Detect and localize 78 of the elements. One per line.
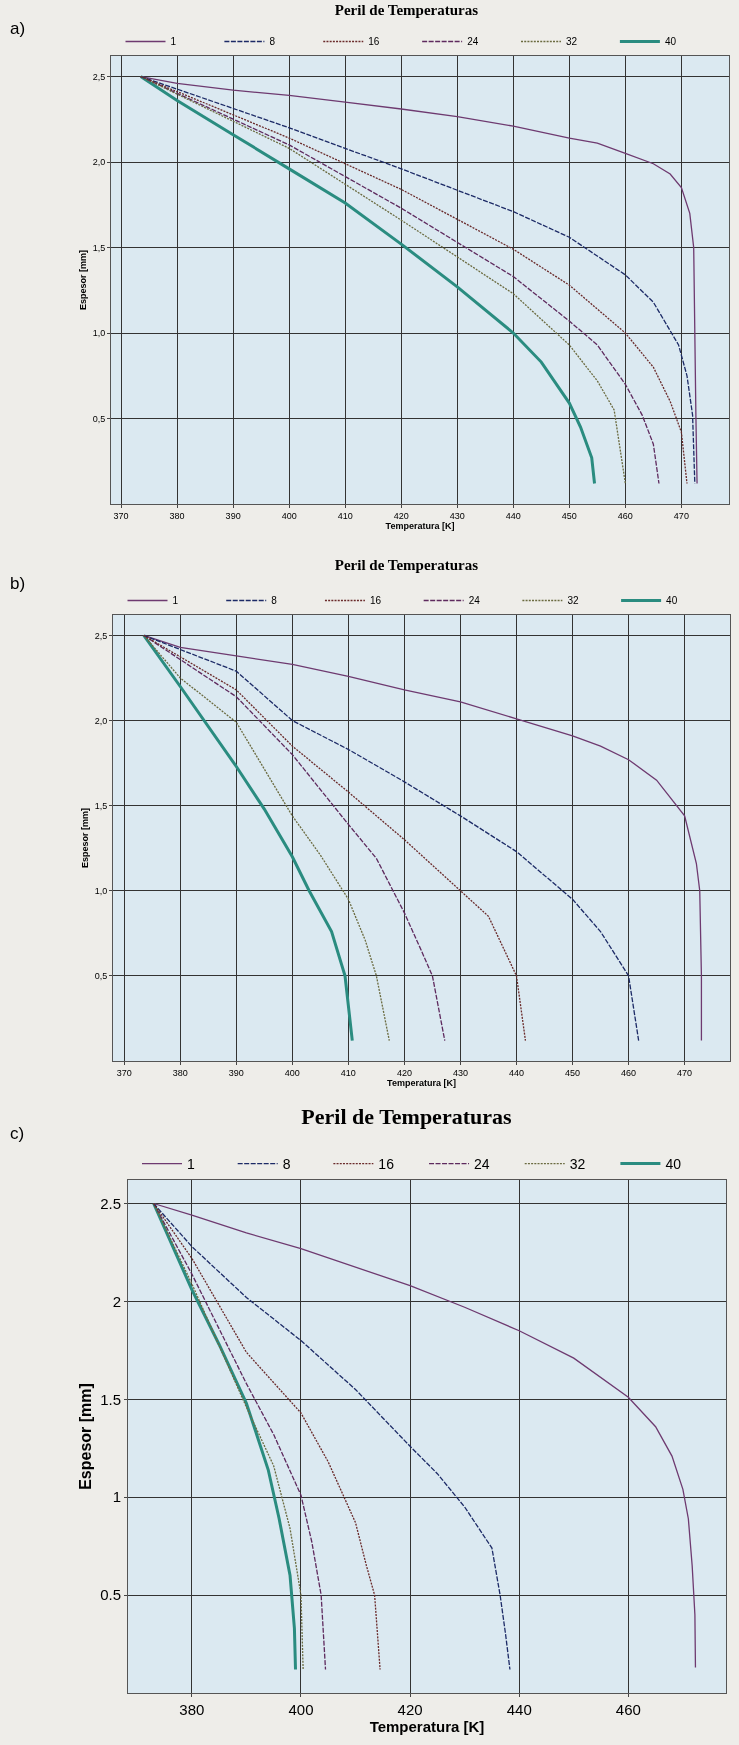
legend-label: 16 — [368, 36, 380, 48]
x-tick-label: 450 — [565, 1067, 581, 1078]
legend-label: 1 — [170, 36, 177, 48]
legend-label: 40 — [665, 1156, 682, 1173]
x-tick-label: 460 — [617, 510, 633, 521]
x-tick-label: 380 — [172, 1067, 188, 1078]
x-axis-title: Temperatura [K] — [387, 1077, 456, 1088]
x-tick-label: 420 — [396, 1067, 412, 1078]
x-tick-label: 400 — [284, 1067, 300, 1078]
chart-title: Peril de Temperaturas — [334, 1, 479, 18]
y-tick-label: 1,0 — [92, 328, 106, 339]
x-tick-label: 410 — [337, 510, 353, 521]
y-tick-label: 2.5 — [100, 1194, 121, 1212]
legend-label: 16 — [378, 1156, 395, 1173]
x-tick-label: 440 — [506, 1701, 532, 1718]
x-tick-label: 390 — [228, 1067, 244, 1078]
x-tick-label: 470 — [677, 1067, 693, 1078]
x-tick-label: 430 — [449, 510, 465, 521]
text: b) — [10, 574, 26, 593]
chart-title: Peril de Temperaturas — [334, 556, 479, 573]
x-tick-label: 420 — [393, 510, 409, 521]
legend-label: 40 — [664, 36, 677, 48]
x-tick-label: 460 — [615, 1701, 641, 1718]
legend-label: 16 — [369, 595, 382, 607]
y-tick-label: 0.5 — [100, 1586, 121, 1604]
text: c) — [10, 1124, 25, 1143]
x-tick-label: 400 — [288, 1701, 314, 1718]
line-series — [152, 1202, 697, 1669]
legend-label: 24 — [474, 1156, 490, 1173]
line-series — [143, 634, 527, 1042]
y-tick-label: 2,5 — [92, 71, 106, 82]
y-tick-label: 2,5 — [94, 630, 108, 641]
y-tick-label: 2 — [112, 1292, 121, 1310]
x-tick-label: 400 — [281, 510, 297, 521]
x-tick-label: 370 — [116, 1067, 132, 1078]
x-tick-label: 440 — [508, 1067, 525, 1078]
y-axis-title: Espesor [mm] — [80, 807, 91, 869]
legend-label: 8 — [282, 1156, 291, 1173]
y-tick-label: 1 — [112, 1488, 121, 1506]
x-tick-label: 440 — [505, 510, 521, 521]
x-tick-label: 410 — [340, 1067, 356, 1078]
chart-title: Peril de Temperaturas — [301, 1104, 512, 1130]
y-tick-label: 1.5 — [100, 1390, 121, 1408]
y-axis-title: Espesor [mm] — [78, 249, 89, 311]
y-tick-label: 2,0 — [92, 157, 106, 168]
text: a) — [10, 19, 26, 38]
x-tick-label: 390 — [225, 510, 241, 521]
line-series — [142, 633, 354, 1043]
x-tick-label: 450 — [561, 510, 577, 521]
legend-label: 32 — [566, 36, 578, 48]
x-tick-label: 380 — [179, 1701, 205, 1718]
line-series — [152, 1202, 511, 1671]
x-tick-label: 470 — [673, 510, 689, 521]
y-tick-label: 1,5 — [92, 242, 106, 253]
line-series — [152, 1202, 381, 1671]
y-tick-label: 2,0 — [94, 715, 108, 726]
y-axis-title: Espesor [mm] — [77, 1383, 95, 1490]
x-tick-label: 370 — [113, 510, 129, 521]
legend-label: 24 — [467, 36, 479, 48]
legend-label: 32 — [569, 1156, 586, 1173]
y-tick-label: 0,5 — [94, 971, 108, 982]
x-axis-title: Temperatura [K] — [369, 1718, 485, 1735]
legend-label: 1 — [172, 595, 179, 607]
y-tick-label: 0,5 — [92, 413, 106, 424]
legend-label: 8 — [269, 36, 276, 48]
legend-label: 8 — [271, 595, 278, 607]
x-tick-label: 380 — [169, 510, 185, 521]
x-tick-label: 460 — [621, 1067, 637, 1078]
legend-label: 1 — [187, 1156, 195, 1173]
y-tick-label: 1,0 — [94, 885, 108, 896]
x-axis-title: Temperatura [K] — [385, 520, 455, 531]
line-series — [143, 634, 390, 1042]
y-tick-label: 1,5 — [94, 800, 108, 811]
x-tick-label: 430 — [452, 1067, 468, 1078]
legend-label: 24 — [468, 595, 481, 607]
x-tick-label: 420 — [397, 1701, 423, 1718]
legend-label: 40 — [666, 595, 678, 607]
legend-label: 32 — [567, 595, 579, 607]
